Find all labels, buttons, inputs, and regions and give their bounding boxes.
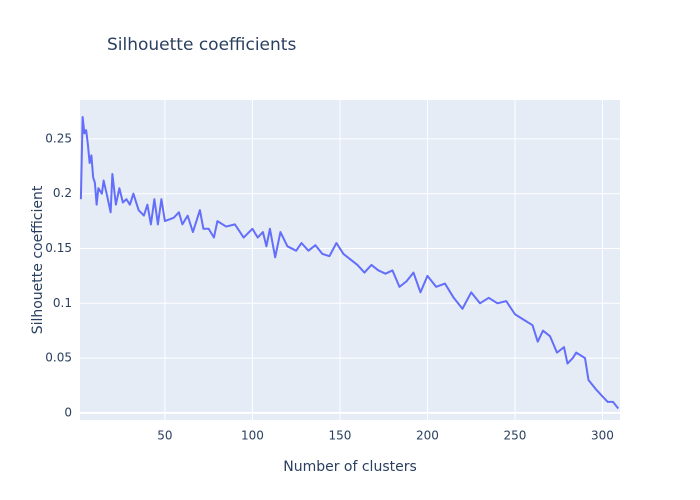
x-axis-title: Number of clusters (283, 459, 417, 475)
y-tick-label: 0.25 (45, 131, 72, 145)
y-tick-label: 0.05 (45, 351, 72, 365)
chart-title: Silhouette coefficients (107, 35, 296, 55)
x-tick-label: 300 (591, 429, 614, 443)
y-tick-label: 0.1 (53, 296, 72, 310)
x-tick-label: 200 (416, 429, 439, 443)
y-axis-title: Silhouette coefficient (30, 185, 46, 334)
x-tick-label: 250 (504, 429, 527, 443)
y-tick-label: 0.15 (45, 241, 72, 255)
data-line (79, 115, 620, 410)
x-tick-label: 100 (241, 429, 264, 443)
x-tick-label: 150 (328, 429, 351, 443)
x-tick-label: 50 (157, 429, 172, 443)
y-tick-label: 0 (64, 405, 72, 419)
y-tick-label: 0.2 (53, 186, 72, 200)
